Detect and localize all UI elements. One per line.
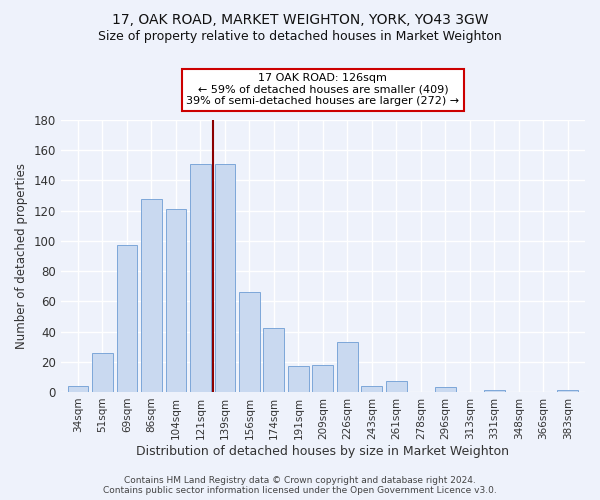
Text: Contains HM Land Registry data © Crown copyright and database right 2024.: Contains HM Land Registry data © Crown c… bbox=[124, 476, 476, 485]
Bar bbox=[313, 365, 334, 392]
X-axis label: Distribution of detached houses by size in Market Weighton: Distribution of detached houses by size … bbox=[136, 444, 509, 458]
Bar bbox=[116, 246, 137, 392]
Text: 17, OAK ROAD, MARKET WEIGHTON, YORK, YO43 3GW: 17, OAK ROAD, MARKET WEIGHTON, YORK, YO4… bbox=[112, 12, 488, 26]
Text: Size of property relative to detached houses in Market Weighton: Size of property relative to detached ho… bbox=[98, 30, 502, 43]
Y-axis label: Number of detached properties: Number of detached properties bbox=[15, 163, 28, 349]
Bar bbox=[166, 209, 187, 392]
Bar bbox=[239, 292, 260, 392]
Bar bbox=[92, 352, 113, 392]
Bar bbox=[386, 382, 407, 392]
Bar bbox=[141, 198, 162, 392]
Bar bbox=[337, 342, 358, 392]
Bar bbox=[190, 164, 211, 392]
Text: 17 OAK ROAD: 126sqm
← 59% of detached houses are smaller (409)
39% of semi-detac: 17 OAK ROAD: 126sqm ← 59% of detached ho… bbox=[187, 73, 460, 106]
Bar bbox=[263, 328, 284, 392]
Bar bbox=[288, 366, 309, 392]
Bar bbox=[435, 388, 456, 392]
Text: Contains public sector information licensed under the Open Government Licence v3: Contains public sector information licen… bbox=[103, 486, 497, 495]
Bar bbox=[361, 386, 382, 392]
Bar bbox=[215, 164, 235, 392]
Bar bbox=[484, 390, 505, 392]
Bar bbox=[557, 390, 578, 392]
Bar bbox=[68, 386, 88, 392]
